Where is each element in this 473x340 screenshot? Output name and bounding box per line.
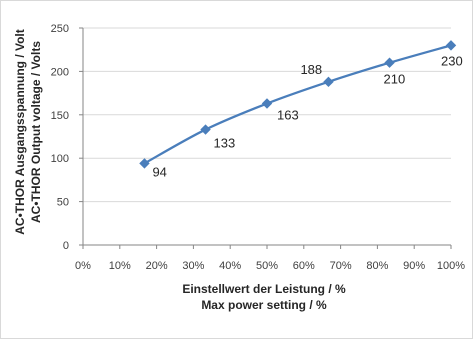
y-tick-label: 200 [51,66,69,78]
x-tick-label: 60% [293,260,315,272]
series-voltage [139,40,457,169]
data-point-marker [139,158,150,169]
x-tick-label: 90% [403,260,425,272]
data-point-marker [323,76,334,88]
x-tick-label: 70% [330,260,352,272]
data-point-marker [261,98,273,109]
data-label: 230 [441,53,463,68]
x-tick-label: 10% [109,260,131,272]
data-point-marker [445,40,457,51]
data-label: 133 [214,136,236,151]
y-tick-label: 50 [57,197,69,209]
data-label: 210 [384,72,406,87]
data-point-marker [384,57,395,68]
y-axis-title-line1: AC•THOR Ausgangsspannung / Volt [13,29,27,235]
x-tick-label: 0% [75,260,91,272]
x-tick-label: 20% [146,260,168,272]
x-axis-title-line2: Max power setting / % [201,298,327,312]
y-axis-title-line2: AC•THOR Output voltage / Volts [29,41,43,223]
y-tick-label: 100 [51,153,69,165]
x-axis-title-line1: Einstellwert der Leistung / % [182,282,346,296]
x-tick-label: 50% [256,260,278,272]
data-labels: 94 133 163 188 210 230 [152,53,462,179]
data-label: 163 [277,108,299,123]
data-label: 94 [152,164,166,179]
x-tick-label: 80% [366,260,388,272]
x-tick-label: 40% [219,260,241,272]
data-point-marker [200,124,211,135]
y-tick-label: 250 [51,23,69,35]
data-label: 188 [300,62,322,77]
x-tick-label: 100% [437,260,465,272]
x-tick-label: 30% [182,260,204,272]
axes: 0 50 100 150 200 250 0% 10% 20% 30% 40% 50% 60% 70% 80… [51,23,466,272]
y-tick-label: 150 [51,110,69,122]
y-tick-label: 0 [63,240,69,252]
series-line [143,44,452,165]
